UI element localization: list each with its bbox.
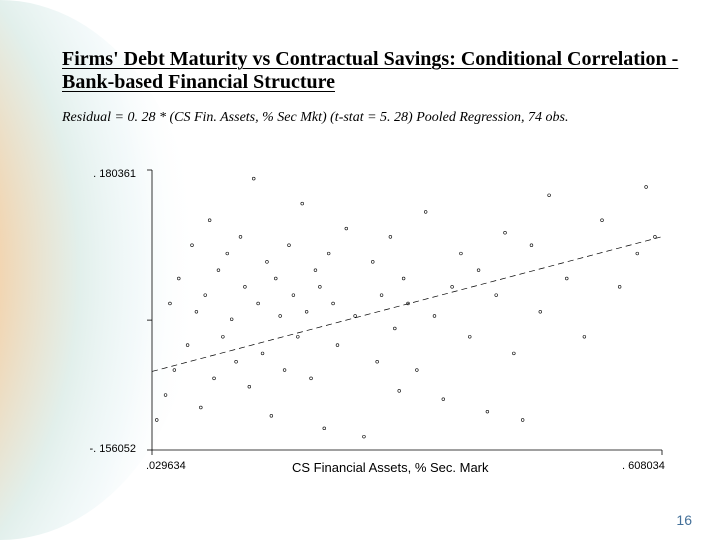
page-number: 16 [676, 512, 692, 528]
y-axis-max-label: . 180361 [76, 168, 136, 180]
x-axis-title: CS Financial Assets, % Sec. Mark [292, 460, 489, 475]
scatter-chart: . 180361 -. 156052 .029634 . 608034 CS F… [62, 160, 672, 490]
x-axis-min-label: .029634 [146, 460, 186, 472]
page-title: Firms' Debt Maturity vs Contractual Savi… [62, 48, 680, 94]
regression-equation: Residual = 0. 28 * (CS Fin. Assets, % Se… [62, 110, 680, 126]
y-axis-min-label: -. 156052 [76, 443, 136, 455]
x-axis-max-label: . 608034 [622, 460, 665, 472]
chart-svg [62, 160, 672, 490]
